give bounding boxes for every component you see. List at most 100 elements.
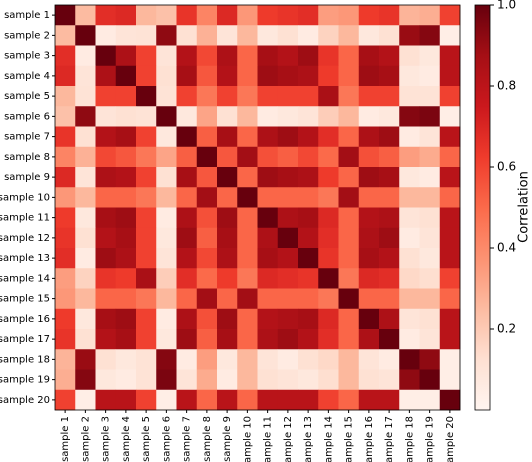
y-tick-label: sample 9 (4, 172, 50, 183)
heatmap-cell (156, 187, 177, 208)
heatmap-cell (298, 288, 319, 310)
heatmap-cell (217, 227, 238, 249)
heatmap-cell (136, 308, 157, 330)
heatmap-cell (156, 86, 177, 107)
heatmap-cell (298, 106, 319, 127)
heatmap-cell (55, 65, 76, 87)
heatmap-cell (55, 207, 76, 229)
heatmap-cell (338, 349, 360, 370)
heatmap-cell (399, 369, 420, 391)
heatmap-cell (379, 106, 400, 127)
heatmap-cell (439, 207, 461, 229)
heatmap-cell (419, 146, 441, 168)
heatmap-cell (55, 349, 76, 370)
heatmap-cell (277, 106, 299, 127)
heatmap-cell (257, 349, 279, 370)
heatmap-cell (358, 106, 380, 127)
y-tick-label: sample 14 (0, 273, 50, 284)
heatmap-cell (358, 146, 380, 168)
heatmap-cell (136, 248, 157, 269)
heatmap-cell (55, 308, 76, 330)
heatmap-cell (156, 106, 177, 127)
heatmap-cell (176, 349, 198, 370)
heatmap-cell (277, 288, 299, 310)
heatmap-cell (95, 126, 117, 148)
heatmap-cell (419, 45, 441, 67)
heatmap-cell (439, 146, 461, 168)
heatmap-cell (217, 187, 238, 208)
heatmap-cell (338, 5, 360, 26)
heatmap-cell (399, 329, 420, 350)
heatmap-cell (75, 25, 96, 46)
heatmap-cell (55, 389, 76, 411)
plot-frame (54, 4, 461, 411)
heatmap-cell (298, 126, 319, 148)
heatmap-cell (176, 329, 198, 350)
heatmap-cell (115, 86, 137, 107)
heatmap-cell (237, 288, 258, 310)
colorbar-tick-label: 0.4 (497, 241, 516, 255)
heatmap-cell (217, 45, 238, 67)
heatmap-cell (338, 288, 360, 310)
heatmap-cell (176, 389, 198, 411)
heatmap-cell (399, 288, 420, 310)
heatmap-cell (338, 167, 360, 188)
heatmap-cell (115, 45, 137, 67)
heatmap-cell (439, 86, 461, 107)
heatmap-cell (318, 126, 339, 148)
y-tick-label: sample 7 (4, 132, 50, 143)
heatmap-cell (237, 65, 258, 87)
heatmap-cell (95, 65, 117, 87)
heatmap-cell (237, 106, 258, 127)
y-tick-label: sample 4 (4, 71, 50, 82)
heatmap-cell (55, 5, 76, 26)
heatmap-cell (277, 45, 299, 67)
heatmap-cell (399, 349, 420, 370)
heatmap-cell (55, 268, 76, 289)
heatmap-cell (358, 207, 380, 229)
heatmap-cell (338, 106, 360, 127)
heatmap-cell (75, 369, 96, 391)
heatmap-cell (95, 268, 117, 289)
heatmap-cell (439, 248, 461, 269)
heatmap-cell (277, 207, 299, 229)
heatmap-cell (277, 369, 299, 391)
heatmap-cell (176, 227, 198, 249)
x-tick-label: sample 9 (222, 416, 233, 462)
heatmap-cell (196, 329, 218, 350)
heatmap-cell (156, 248, 177, 269)
heatmap-cell (55, 248, 76, 269)
heatmap-cell (439, 65, 461, 87)
heatmap-cell (156, 288, 177, 310)
heatmap-cell (136, 45, 157, 67)
colorbar-label: Correlation (517, 171, 532, 243)
heatmap-cell (358, 369, 380, 391)
heatmap-cell (237, 227, 258, 249)
heatmap-cell (115, 369, 137, 391)
heatmap-cell (156, 146, 177, 168)
heatmap-cell (176, 288, 198, 310)
heatmap-cell (338, 227, 360, 249)
heatmap-cell (419, 369, 441, 391)
heatmap-cell (95, 187, 117, 208)
heatmap-cell (439, 5, 461, 26)
heatmap-cell (358, 288, 380, 310)
colorbar-tick-label: 0.8 (497, 79, 516, 93)
heatmap-cell (439, 25, 461, 46)
heatmap-cell (75, 329, 96, 350)
heatmap-cell (257, 106, 279, 127)
heatmap-cell (338, 45, 360, 67)
heatmap-cell (115, 126, 137, 148)
heatmap-cell (115, 349, 137, 370)
heatmap-cell (237, 248, 258, 269)
heatmap-cell (75, 268, 96, 289)
heatmap-cell (439, 268, 461, 289)
x-tick-label: sample 8 (202, 416, 213, 462)
heatmap-cell (75, 227, 96, 249)
heatmap-cell (136, 288, 157, 310)
x-tick-label: sample 6 (161, 416, 172, 462)
x-tick-label: sample 18 (404, 416, 415, 462)
heatmap-cell (95, 45, 117, 67)
heatmap-cell (196, 369, 218, 391)
heatmap-cell (399, 227, 420, 249)
